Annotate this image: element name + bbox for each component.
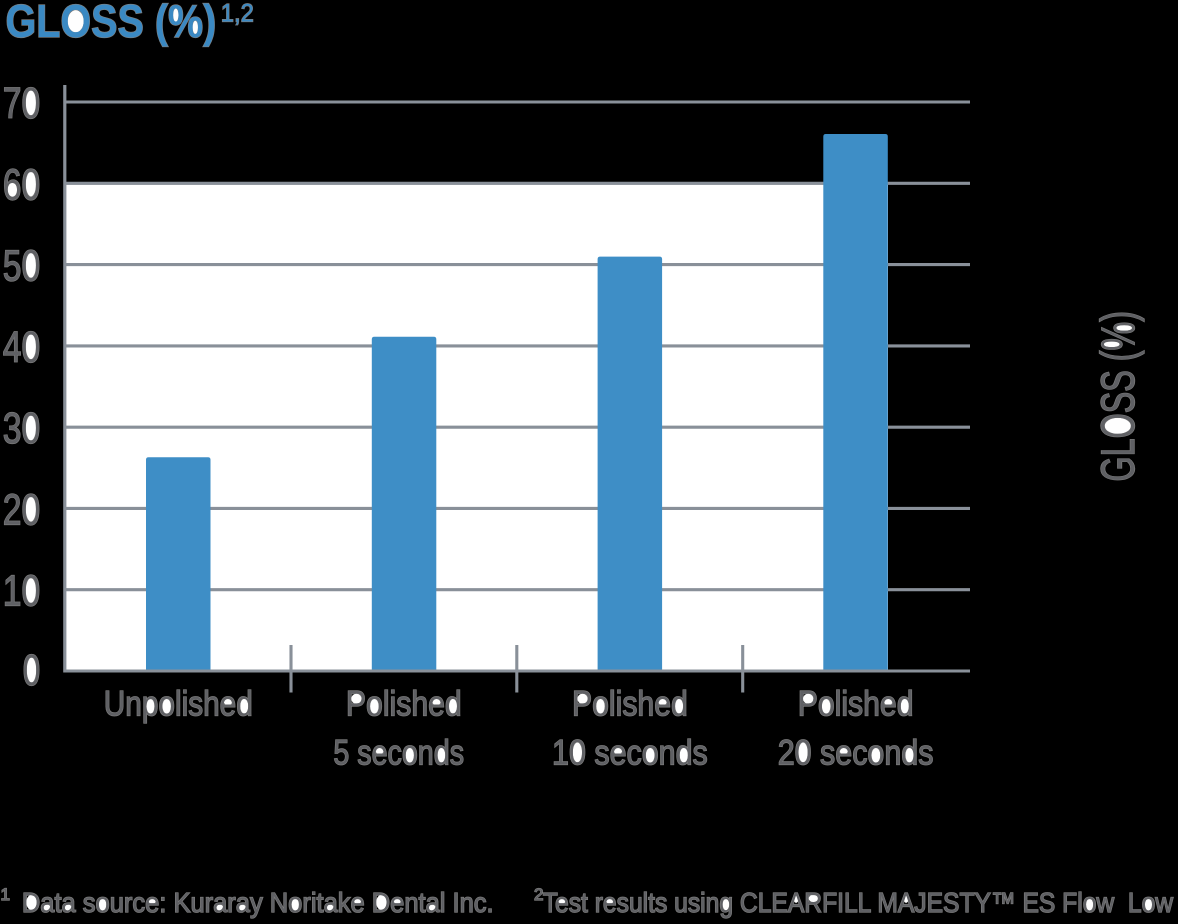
svg-text:5 seconds: 5 seconds [333,734,464,773]
svg-text:1,2: 1,2 [221,0,254,28]
svg-text:20: 20 [3,485,41,534]
svg-text:1: 1 [1,885,10,904]
svg-text:GLOSS (%): GLOSS (%) [6,0,217,47]
svg-text:Test results using CLEARFILL M: Test results using CLEARFILL MAJESTY™ ES… [543,887,1174,918]
svg-text:70: 70 [3,79,41,128]
svg-text:10 seconds: 10 seconds [552,734,708,773]
svg-text:20: 20 [3,485,41,534]
svg-text:Data source: Kuraray Noritake: Data source: Kuraray Noritake Dental Inc… [22,887,494,918]
svg-text:GLOSS (%): GLOSS (%) [1091,311,1144,482]
svg-text:1: 1 [1,885,10,904]
svg-text:20 seconds: 20 seconds [778,734,934,773]
svg-text:1,2: 1,2 [221,0,254,28]
svg-text:Polished: Polished [798,685,914,724]
svg-text:GLOSS (%): GLOSS (%) [1091,311,1144,482]
svg-text:GLOSS (%): GLOSS (%) [6,0,217,47]
svg-text:10: 10 [3,567,41,616]
svg-text:Polished: Polished [346,685,462,724]
svg-text:40: 40 [3,323,41,372]
svg-text:Polished: Polished [572,685,688,724]
svg-text:Polished: Polished [798,685,914,724]
svg-text:30: 30 [3,404,41,453]
svg-text:50: 50 [3,242,41,291]
svg-text:Polished: Polished [346,685,462,724]
svg-text:2: 2 [534,885,543,904]
svg-text:Polished: Polished [572,685,688,724]
svg-text:Unpolished: Unpolished [104,685,253,724]
svg-text:2: 2 [534,885,543,904]
svg-text:Unpolished: Unpolished [104,685,253,724]
svg-text:Data source: Kuraray Noritake: Data source: Kuraray Noritake Dental Inc… [22,887,494,918]
svg-text:0: 0 [23,646,41,695]
svg-text:Test results using CLEARFILL M: Test results using CLEARFILL MAJESTY™ ES… [543,887,1174,918]
svg-text:60: 60 [3,160,41,209]
